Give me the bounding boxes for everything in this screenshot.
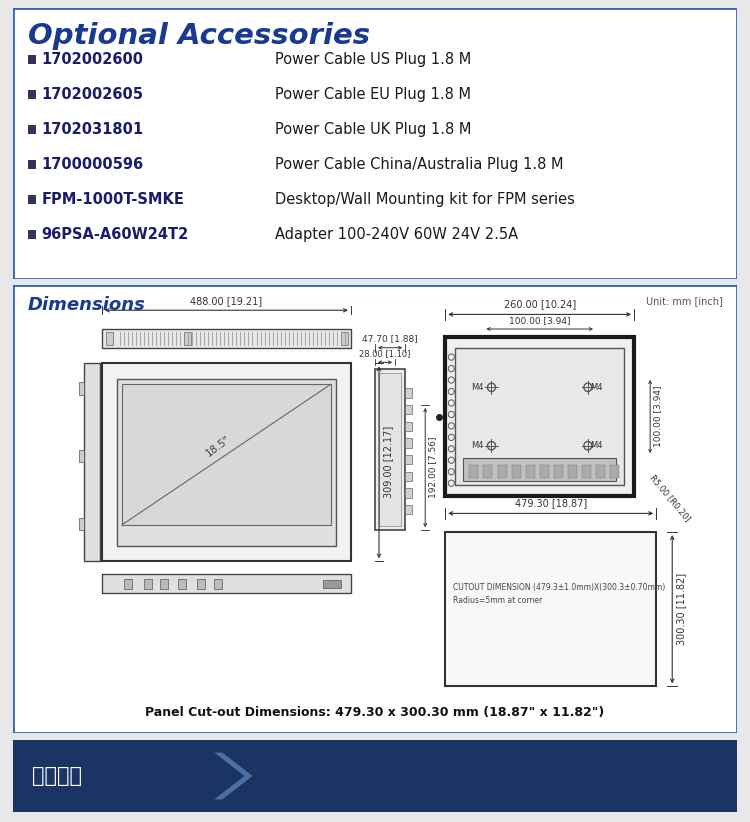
Bar bbox=[464, 458, 616, 481]
Bar bbox=[84, 363, 100, 561]
Text: 1700000596: 1700000596 bbox=[41, 157, 144, 172]
Bar bbox=[610, 465, 619, 478]
Text: Power Cable China/Australia Plug 1.8 M: Power Cable China/Australia Plug 1.8 M bbox=[274, 157, 563, 172]
Text: CUTOUT DIMENSION (479.3±1.0mm)X(300.3±0.70mm): CUTOUT DIMENSION (479.3±1.0mm)X(300.3±0.… bbox=[453, 583, 665, 592]
Bar bbox=[28, 230, 35, 239]
Text: Radius=5mm at corner: Radius=5mm at corner bbox=[453, 597, 542, 606]
Text: Desktop/Wall Mounting kit for FPM series: Desktop/Wall Mounting kit for FPM series bbox=[274, 192, 574, 207]
Bar bbox=[470, 465, 478, 478]
Bar bbox=[405, 455, 412, 464]
Bar bbox=[79, 450, 84, 462]
Text: Unit: mm [inch]: Unit: mm [inch] bbox=[646, 296, 722, 306]
Polygon shape bbox=[13, 740, 229, 812]
Bar bbox=[596, 465, 605, 478]
Bar bbox=[405, 405, 412, 414]
Bar bbox=[405, 472, 412, 481]
Text: 300.30 [11.82]: 300.30 [11.82] bbox=[676, 573, 686, 645]
Bar bbox=[554, 465, 562, 478]
Text: 96PSA-A60W24T2: 96PSA-A60W24T2 bbox=[41, 227, 189, 242]
Bar bbox=[144, 579, 152, 589]
Text: 1702002605: 1702002605 bbox=[41, 87, 143, 102]
Bar bbox=[405, 422, 412, 431]
Bar bbox=[455, 348, 624, 485]
Text: Power Cable EU Plug 1.8 M: Power Cable EU Plug 1.8 M bbox=[274, 87, 470, 102]
Bar bbox=[79, 518, 84, 530]
Bar bbox=[160, 579, 168, 589]
Bar bbox=[122, 384, 331, 525]
Bar bbox=[28, 90, 35, 99]
Text: 47.70 [1.88]: 47.70 [1.88] bbox=[362, 335, 418, 344]
Bar bbox=[197, 579, 206, 589]
Text: FPM-1000T-SMKE: FPM-1000T-SMKE bbox=[41, 192, 184, 207]
Bar bbox=[178, 579, 186, 589]
Text: Dimensions: Dimensions bbox=[28, 296, 146, 314]
Text: Panel Cut-out Dimensions: 479.30 x 300.30 mm (18.87" x 11.82"): Panel Cut-out Dimensions: 479.30 x 300.3… bbox=[146, 705, 604, 718]
Bar bbox=[102, 574, 351, 593]
Text: 产品配置: 产品配置 bbox=[32, 766, 82, 786]
Text: 488.00 [19.21]: 488.00 [19.21] bbox=[190, 296, 262, 306]
Text: 1702002600: 1702002600 bbox=[41, 52, 143, 67]
Text: 28.00 [1.10]: 28.00 [1.10] bbox=[359, 349, 411, 358]
Bar bbox=[322, 580, 340, 589]
Text: M4: M4 bbox=[590, 383, 602, 392]
Bar bbox=[124, 579, 132, 589]
Bar bbox=[484, 465, 493, 478]
Bar bbox=[106, 332, 113, 344]
Text: R5.00 [R0.20]: R5.00 [R0.20] bbox=[648, 473, 692, 523]
Bar bbox=[184, 332, 191, 344]
Text: 192.00 [7.56]: 192.00 [7.56] bbox=[428, 436, 437, 498]
Bar bbox=[340, 332, 348, 344]
Text: 309.00 [12.17]: 309.00 [12.17] bbox=[383, 427, 393, 498]
Bar bbox=[405, 488, 412, 498]
Text: M4: M4 bbox=[590, 441, 602, 450]
Bar bbox=[446, 337, 634, 496]
Text: Power Cable UK Plug 1.8 M: Power Cable UK Plug 1.8 M bbox=[274, 122, 471, 137]
Bar bbox=[102, 363, 351, 561]
Bar bbox=[512, 465, 520, 478]
Bar bbox=[497, 465, 506, 478]
Text: 18.5": 18.5" bbox=[204, 434, 232, 459]
Bar bbox=[214, 579, 222, 589]
Text: 100.00 [3.94]: 100.00 [3.94] bbox=[653, 386, 662, 447]
Bar bbox=[540, 465, 549, 478]
Bar bbox=[79, 382, 84, 395]
Bar bbox=[28, 125, 35, 134]
Text: Power Cable US Plug 1.8 M: Power Cable US Plug 1.8 M bbox=[274, 52, 471, 67]
Text: M4: M4 bbox=[471, 383, 484, 392]
Polygon shape bbox=[214, 753, 253, 799]
Text: 260.00 [10.24]: 260.00 [10.24] bbox=[503, 299, 576, 309]
Text: 479.30 [18.87]: 479.30 [18.87] bbox=[514, 498, 586, 508]
Text: Optional Accessories: Optional Accessories bbox=[28, 22, 370, 50]
Bar bbox=[28, 55, 35, 64]
Bar bbox=[102, 329, 351, 348]
Bar bbox=[405, 505, 412, 515]
Bar bbox=[582, 465, 591, 478]
Bar bbox=[446, 532, 656, 686]
Text: 1702031801: 1702031801 bbox=[41, 122, 144, 137]
Text: Adapter 100-240V 60W 24V 2.5A: Adapter 100-240V 60W 24V 2.5A bbox=[274, 227, 518, 242]
Bar bbox=[117, 379, 336, 546]
Bar bbox=[568, 465, 577, 478]
Bar bbox=[28, 196, 35, 204]
Bar bbox=[28, 160, 35, 169]
Bar bbox=[375, 368, 405, 530]
Bar bbox=[405, 438, 412, 448]
Bar bbox=[379, 372, 401, 526]
Text: M4: M4 bbox=[471, 441, 484, 450]
Bar bbox=[405, 388, 412, 398]
Bar bbox=[526, 465, 535, 478]
Text: 100.00 [3.94]: 100.00 [3.94] bbox=[509, 316, 571, 325]
